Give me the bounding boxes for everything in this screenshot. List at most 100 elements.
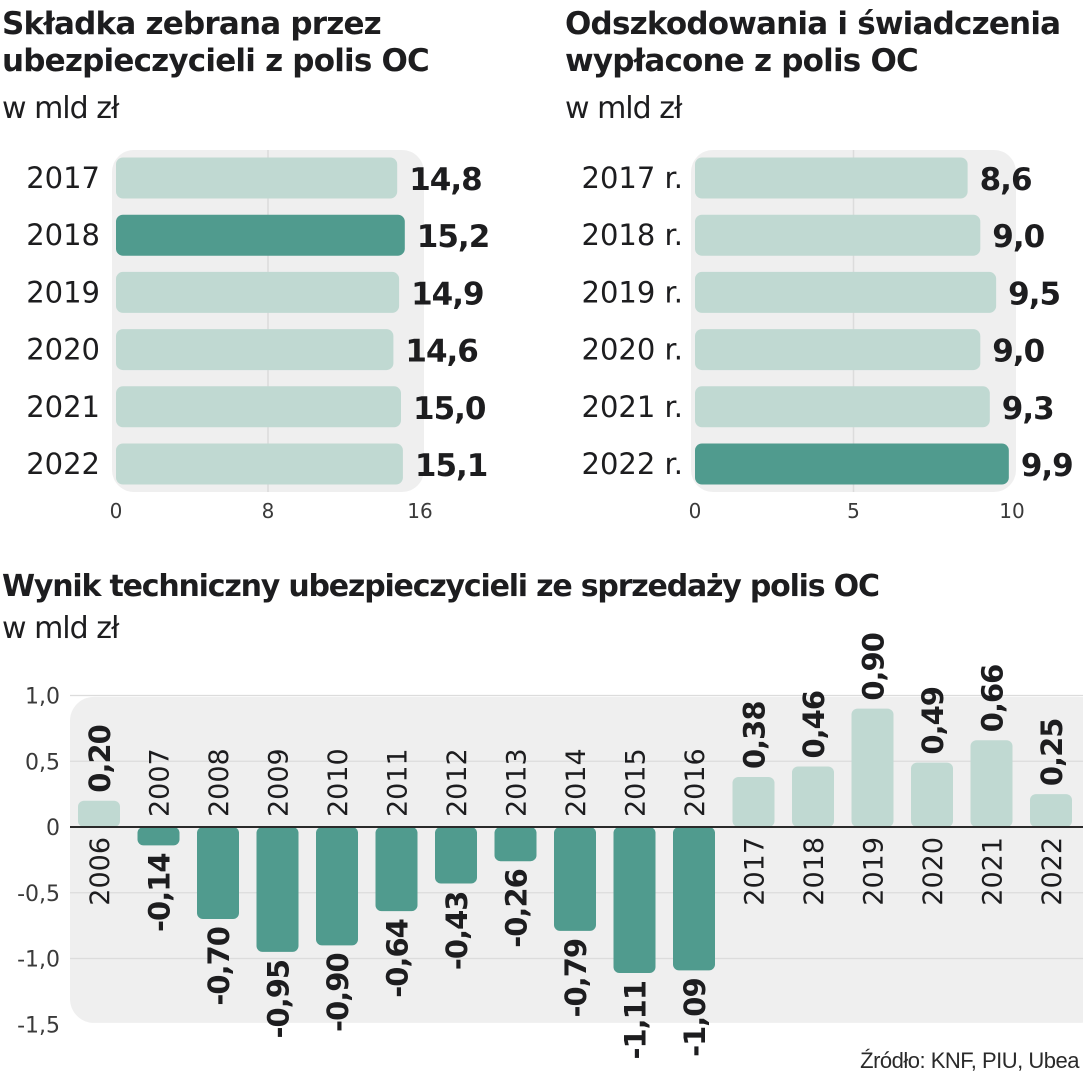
value-label: 15,2 bbox=[417, 219, 490, 255]
category-label: 2010 bbox=[323, 748, 354, 817]
category-label: 2017 r. bbox=[582, 161, 684, 195]
source-note: Źródło: KNF, PIU, Ubea bbox=[860, 1048, 1079, 1073]
value-label: 0,49 bbox=[916, 687, 950, 755]
bar bbox=[116, 329, 394, 371]
category-label: 2006 bbox=[85, 837, 116, 906]
bar bbox=[316, 827, 358, 946]
claims-chart-subtitle: w mld zł bbox=[565, 91, 682, 126]
value-label: 0,90 bbox=[857, 633, 891, 701]
category-label: 2020 bbox=[26, 333, 100, 367]
category-label: 2014 bbox=[561, 748, 592, 817]
bar bbox=[375, 827, 418, 912]
premium-chart-title-line-2: ubezpieczycieli z polis OC bbox=[2, 43, 430, 79]
category-label: 2007 bbox=[145, 748, 176, 817]
bar bbox=[554, 827, 596, 931]
claims-chart-title-line-1: Odszkodowania i świadczenia bbox=[565, 6, 1061, 42]
category-label: 2018 r. bbox=[582, 218, 684, 252]
claims-bar-chart: 0 5 10 2017 r. 8,6 2018 r. 9,0 2019 r. 9,5 2020 r… bbox=[582, 150, 1074, 523]
result-chart-subtitle: w mld zł bbox=[2, 611, 119, 646]
bar bbox=[851, 708, 894, 827]
category-label: 2018 bbox=[799, 837, 830, 906]
value-label: 9,0 bbox=[992, 334, 1044, 370]
bar bbox=[78, 800, 120, 827]
bar bbox=[1030, 794, 1072, 827]
value-label: 0,66 bbox=[976, 665, 1010, 733]
category-label: 2012 bbox=[442, 748, 473, 817]
value-label: 0,46 bbox=[797, 691, 831, 759]
premium-chart-subtitle: w mld zł bbox=[2, 91, 119, 126]
value-label: 0,25 bbox=[1035, 719, 1069, 787]
category-label: 2020 bbox=[918, 837, 949, 906]
category-label: 2009 bbox=[264, 748, 295, 817]
value-label: 9,9 bbox=[1021, 448, 1073, 484]
value-label: 14,8 bbox=[409, 162, 482, 198]
bar bbox=[695, 443, 1009, 485]
x-tick-label: 0 bbox=[689, 499, 702, 523]
value-label: 9,0 bbox=[992, 219, 1044, 255]
bar bbox=[116, 271, 400, 313]
premium-bar-chart: 0 8 16 2017 14,8 2018 15,2 2019 14,9 2020 14,6 2021… bbox=[26, 150, 490, 523]
y-tick-label: 0,5 bbox=[25, 750, 60, 775]
result-chart-title: Wynik techniczny ubezpieczycieli ze sprz… bbox=[2, 569, 880, 604]
category-label: 2019 bbox=[859, 837, 890, 906]
y-tick-label: -1,0 bbox=[17, 948, 60, 973]
category-label: 2022 r. bbox=[582, 447, 684, 481]
value-label: -0,14 bbox=[143, 853, 177, 932]
category-label: 2021 r. bbox=[582, 390, 684, 424]
category-label: 2015 bbox=[621, 748, 652, 817]
value-label: -0,90 bbox=[321, 953, 355, 1032]
value-label: -0,70 bbox=[202, 927, 236, 1006]
value-label: -0,79 bbox=[559, 939, 593, 1018]
value-label: 14,6 bbox=[405, 334, 478, 370]
category-label: 2022 bbox=[26, 447, 100, 481]
category-label: 2016 bbox=[680, 748, 711, 817]
category-label: 2021 bbox=[26, 390, 100, 424]
category-label: 2021 bbox=[978, 837, 1009, 906]
category-label: 2019 bbox=[26, 275, 100, 309]
claims-chart-title-line-2: wypłacone z polis OC bbox=[565, 43, 919, 79]
bar bbox=[256, 827, 299, 952]
category-label: 2019 r. bbox=[582, 275, 684, 309]
x-tick-label: 5 bbox=[847, 499, 860, 523]
value-label: -0,43 bbox=[440, 892, 474, 971]
bar bbox=[792, 766, 834, 827]
bar bbox=[116, 214, 405, 256]
bar bbox=[116, 443, 403, 485]
bar bbox=[137, 827, 180, 846]
x-tick-label: 0 bbox=[110, 499, 123, 523]
value-label: -0,26 bbox=[500, 869, 534, 948]
y-tick-label: 0 bbox=[46, 816, 60, 841]
bar bbox=[695, 329, 981, 371]
category-label: 2022 bbox=[1037, 837, 1068, 906]
bar bbox=[673, 827, 715, 971]
value-label: 8,6 bbox=[980, 162, 1032, 198]
value-label: 0,38 bbox=[738, 701, 772, 769]
value-label: 15,0 bbox=[413, 391, 486, 427]
y-tick-label: -1,5 bbox=[17, 1013, 60, 1038]
bar bbox=[732, 777, 775, 827]
value-label: 9,5 bbox=[1008, 276, 1060, 312]
bar bbox=[695, 157, 968, 199]
value-label: 14,9 bbox=[411, 276, 484, 312]
bar bbox=[695, 271, 997, 313]
category-label: 2013 bbox=[502, 748, 533, 817]
value-label: 15,1 bbox=[415, 448, 488, 484]
x-tick-label: 10 bbox=[999, 499, 1024, 523]
premium-chart-title: Składka zebrana przez ubezpieczycieli z … bbox=[2, 6, 430, 80]
y-tick-label: 1,0 bbox=[25, 685, 60, 710]
bar bbox=[494, 827, 537, 862]
claims-chart-title: Odszkodowania i świadczenia wypłacone z … bbox=[565, 6, 1061, 80]
value-label: -0,64 bbox=[381, 919, 415, 998]
bar bbox=[911, 762, 953, 827]
premium-chart-title-line-1: Składka zebrana przez bbox=[2, 6, 382, 42]
category-label: 2018 bbox=[26, 218, 100, 252]
bar bbox=[116, 386, 401, 428]
category-label: 2008 bbox=[204, 748, 235, 817]
technical-result-bar-chart: 1,0 0,5 0 -0,5 -1,0 -1,5 2006 0,20 2007 -0,14 2008… bbox=[17, 633, 1083, 1060]
bar bbox=[695, 386, 990, 428]
value-label: 0,20 bbox=[83, 725, 117, 793]
y-tick-label: -0,5 bbox=[17, 882, 60, 907]
value-label: 9,3 bbox=[1002, 391, 1054, 427]
x-tick-label: 16 bbox=[407, 499, 432, 523]
